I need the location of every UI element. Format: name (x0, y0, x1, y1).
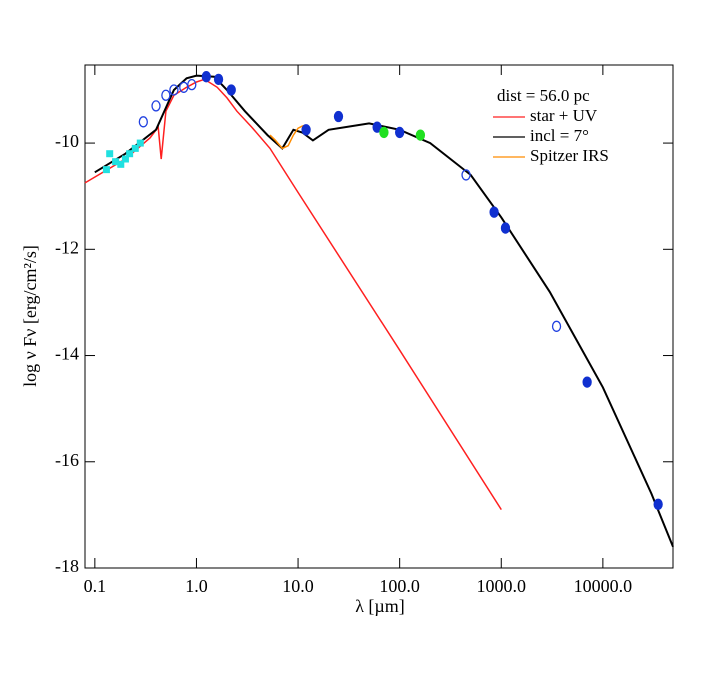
data-point (106, 150, 114, 158)
data-point (489, 206, 499, 218)
data-point (131, 144, 139, 152)
data-point (500, 222, 511, 234)
y-axis-label: log ν Fν [erg/cm²/s] (20, 245, 40, 387)
data-point (138, 116, 148, 128)
data-point (213, 73, 224, 85)
data-point (379, 126, 389, 139)
data-point (226, 84, 236, 96)
x-axis-label: λ [µm] (355, 596, 405, 616)
x-tick-label: 1.0 (185, 576, 208, 596)
data-point (372, 121, 382, 133)
y-tick-label: -14 (55, 344, 79, 364)
series-line (269, 124, 307, 150)
y-tick-label: -12 (55, 237, 79, 257)
annotation: dist = 56.0 pc (497, 86, 590, 105)
legend-label: incl = 7° (530, 126, 589, 145)
data-point (117, 160, 125, 168)
data-point (102, 166, 110, 174)
data-point (582, 376, 592, 388)
data-point (333, 110, 344, 123)
x-tick-label: 10.0 (282, 576, 314, 596)
data-point (136, 139, 144, 147)
data-point (112, 158, 120, 166)
x-tick-label: 10000.0 (574, 576, 633, 596)
data-point (395, 126, 405, 139)
y-tick-label: -16 (55, 450, 79, 470)
data-point (126, 150, 134, 158)
series-line (84, 78, 502, 511)
data-point (161, 89, 171, 101)
data-point (201, 71, 211, 83)
data-point (187, 79, 197, 91)
y-tick-label: -18 (55, 556, 79, 576)
x-tick-label: 1000.0 (477, 576, 527, 596)
plot-frame (84, 64, 674, 569)
x-tick-label: 0.1 (84, 576, 107, 596)
data-point (551, 320, 562, 332)
x-tick-label: 100.0 (379, 576, 420, 596)
data-point (653, 498, 663, 510)
data-point (301, 124, 311, 136)
data-point (121, 155, 129, 163)
legend-label: star + UV (530, 106, 598, 125)
y-tick-label: -10 (55, 131, 79, 151)
data-point (461, 169, 471, 181)
data-point (169, 84, 179, 96)
data-point (151, 100, 161, 112)
data-point (415, 129, 426, 141)
legend-label: Spitzer IRS (530, 146, 609, 165)
